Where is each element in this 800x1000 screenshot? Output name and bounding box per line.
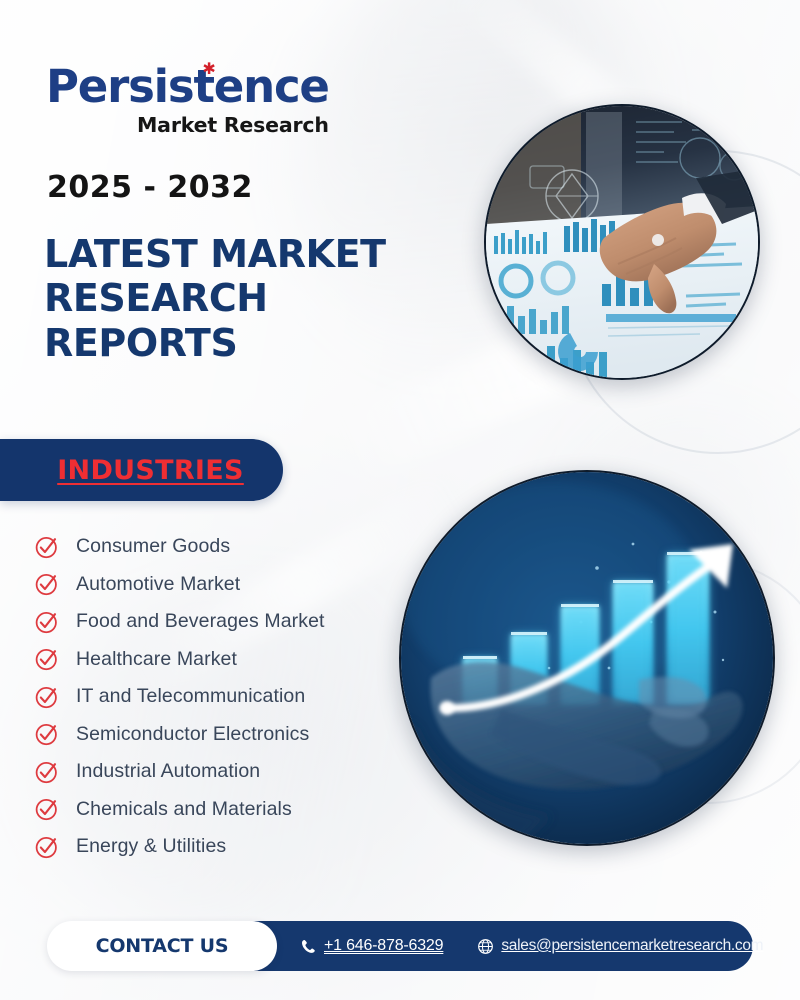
charts-photo-illustration (486, 106, 758, 378)
list-item[interactable]: Automotive Market (34, 566, 434, 604)
list-item-label: Semiconductor Electronics (76, 722, 310, 745)
contact-bar: +1 646-878-6329 sales@persistencemarketr… (47, 921, 764, 971)
list-item[interactable]: Industrial Automation (34, 753, 434, 791)
list-item-label: Industrial Automation (76, 760, 261, 783)
list-item-label: Chemicals and Materials (76, 797, 292, 820)
contact-us-label: CONTACT US (95, 935, 229, 957)
list-item[interactable]: Semiconductor Electronics (34, 716, 434, 754)
industries-banner: INDUSTRIES (0, 439, 283, 501)
contact-us-button[interactable]: CONTACT US (47, 921, 277, 971)
list-item[interactable]: IT and Telecommunication (34, 678, 434, 716)
growth-chart-photo-illustration (401, 472, 773, 844)
logo-star-icon: ✱ (202, 59, 215, 78)
list-item-label: IT and Telecommunication (76, 685, 306, 708)
check-circle-icon (35, 611, 57, 633)
list-item[interactable]: Chemicals and Materials (34, 791, 434, 829)
industry-list: Consumer Goods Automotive Market Food an… (34, 528, 434, 866)
check-circle-icon (35, 536, 57, 558)
industries-banner-label: INDUSTRIES (57, 454, 244, 486)
logo-tagline: Market Research (136, 113, 329, 137)
check-circle-icon (35, 686, 57, 708)
year-range: 2025 - 2032 (47, 170, 253, 205)
logo-wordmark: Persistence ✱ (46, 59, 330, 110)
email-address: sales@persistencemarketresearch.com (501, 937, 764, 954)
check-circle-icon (35, 649, 57, 671)
check-circle-icon (35, 761, 57, 783)
list-item[interactable]: Energy & Utilities (34, 828, 434, 866)
check-circle-icon (35, 799, 57, 821)
list-item-label: Healthcare Market (76, 647, 238, 670)
photo-circle-growth (399, 470, 775, 846)
check-circle-icon (35, 574, 57, 596)
list-item-label: Food and Beverages Market (76, 610, 325, 633)
check-circle-icon (35, 836, 57, 858)
phone-link[interactable]: +1 646-878-6329 (300, 937, 444, 955)
page-title: LATEST MARKET RESEARCH REPORTS (44, 232, 386, 365)
logo-wordmark-text: Persistence (46, 60, 330, 113)
photo-circle-charts (484, 104, 760, 380)
check-circle-icon (35, 724, 57, 746)
phone-icon (302, 939, 315, 953)
list-item-label: Automotive Market (76, 572, 241, 595)
list-item[interactable]: Food and Beverages Market (34, 603, 434, 641)
contact-details-panel: +1 646-878-6329 sales@persistencemarketr… (222, 921, 764, 971)
list-item[interactable]: Healthcare Market (34, 641, 434, 679)
list-item[interactable]: Consumer Goods (34, 528, 434, 566)
brand-logo[interactable]: Persistence ✱ Market Research (46, 59, 330, 138)
list-item-label: Energy & Utilities (76, 835, 227, 858)
globe-icon (478, 938, 494, 954)
list-item-label: Consumer Goods (76, 535, 231, 558)
phone-number: +1 646-878-6329 (324, 937, 444, 954)
email-link[interactable]: sales@persistencemarketresearch.com (477, 937, 764, 955)
